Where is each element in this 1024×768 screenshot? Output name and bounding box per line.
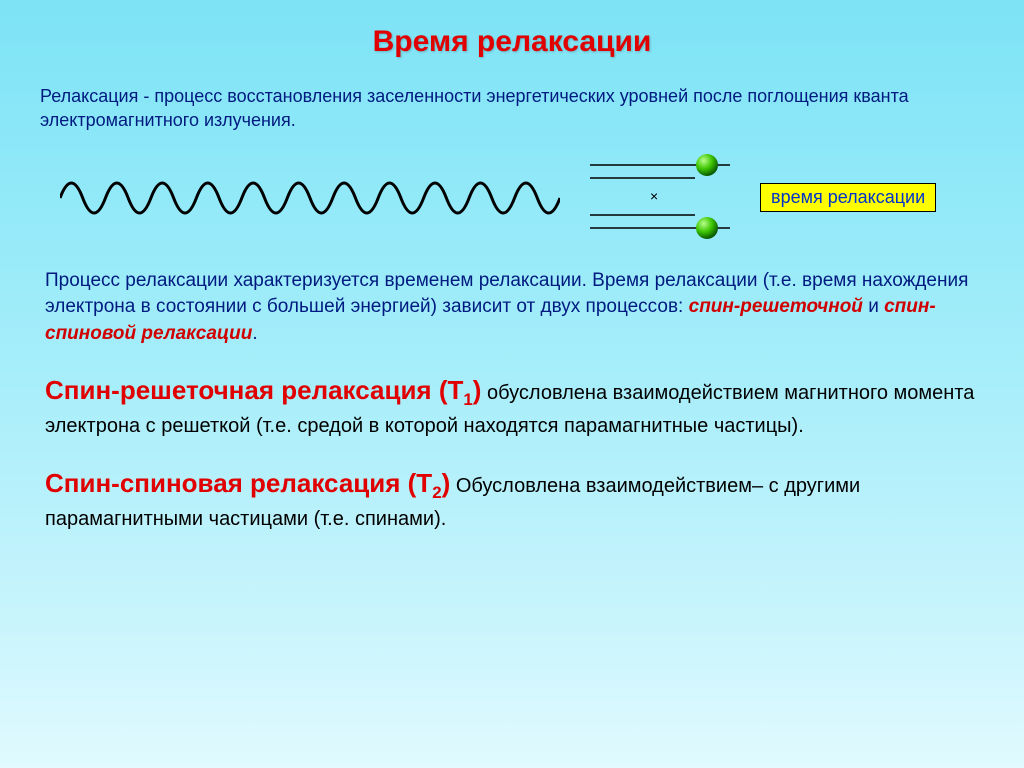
page-title: Время релаксации (40, 25, 984, 59)
svg-text:×: × (650, 188, 658, 204)
diagram-row: × время релаксации (60, 153, 984, 243)
term-spin-lattice: спин-решеточной (689, 296, 863, 317)
intro-text: Релаксация - процесс восстановления засе… (40, 84, 984, 133)
block-t1: Спин-решеточная релаксация (Т1) обусловл… (40, 372, 984, 440)
t2-heading: Спин-спиновая релаксация (Т2) (45, 468, 450, 498)
time-badge: время релаксации (760, 183, 936, 212)
t1-heading: Спин-решеточная релаксация (Т1) (45, 375, 481, 405)
relaxation-paragraph: Процесс релаксации характеризуется време… (40, 268, 984, 348)
para-end: . (252, 323, 257, 344)
para-mid: и (863, 296, 884, 317)
block-t2: Спин-спиновая релаксация (Т2) Обусловлен… (40, 465, 984, 533)
wave-diagram (60, 163, 560, 233)
energy-levels-diagram: × (590, 153, 730, 243)
